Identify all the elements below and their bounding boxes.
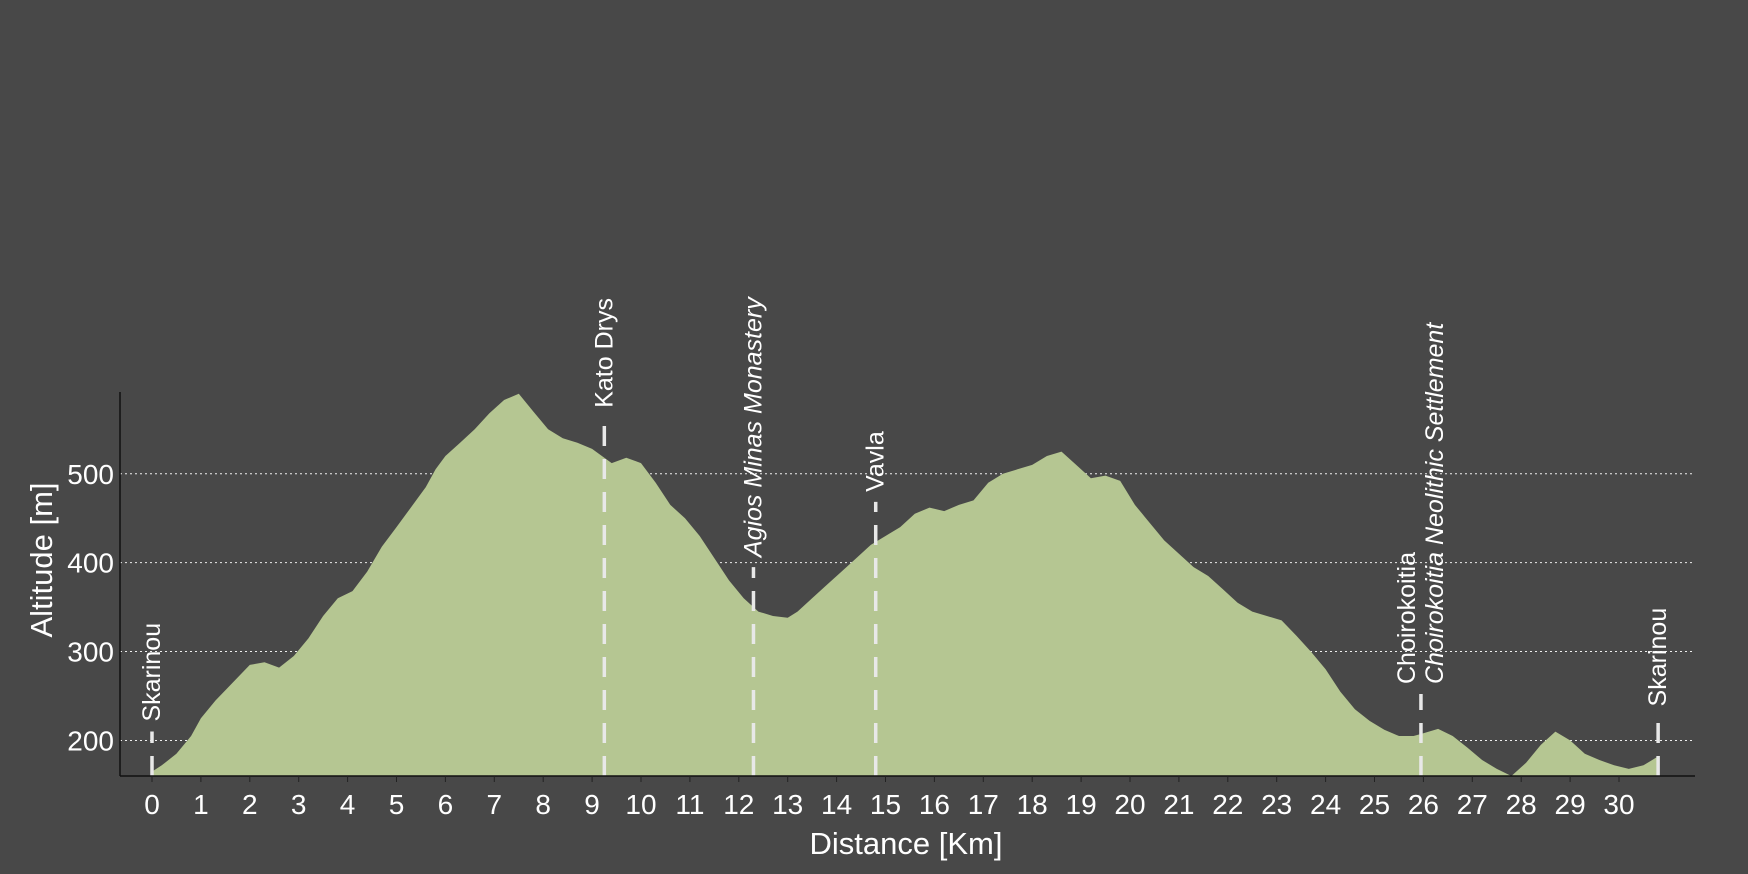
x-tick-label-13: 13 bbox=[772, 789, 803, 820]
x-tick-label-12: 12 bbox=[723, 789, 754, 820]
x-tick-label-3: 3 bbox=[291, 789, 307, 820]
x-tick-label-7: 7 bbox=[487, 789, 503, 820]
x-tick-label-20: 20 bbox=[1114, 789, 1145, 820]
x-tick-label-21: 21 bbox=[1163, 789, 1194, 820]
x-tick-label-8: 8 bbox=[535, 789, 551, 820]
x-tick-label-0: 0 bbox=[144, 789, 160, 820]
x-tick-label-2: 2 bbox=[242, 789, 258, 820]
x-tick-label-22: 22 bbox=[1212, 789, 1243, 820]
waypoint-label-0: Skarinou bbox=[138, 623, 166, 722]
x-tick-label-4: 4 bbox=[340, 789, 356, 820]
y-tick-label-200: 200 bbox=[67, 725, 114, 756]
y-tick-labels: 200 300 400 500 bbox=[67, 459, 114, 757]
y-axis-title: Altitude [m] bbox=[24, 482, 59, 637]
waypoint-label-6: Skarinou bbox=[1644, 608, 1672, 707]
y-tick-label-500: 500 bbox=[67, 459, 114, 490]
x-tick-label-1: 1 bbox=[193, 789, 209, 820]
x-tick-label-28: 28 bbox=[1506, 789, 1537, 820]
x-tick-label-19: 19 bbox=[1066, 789, 1097, 820]
waypoint-label-1: Kato Drys bbox=[590, 298, 618, 408]
x-tick-label-18: 18 bbox=[1017, 789, 1048, 820]
x-tick-label-26: 26 bbox=[1408, 789, 1439, 820]
profile-area-group bbox=[152, 393, 1659, 776]
waypoint-label-4: Choirokoitia bbox=[1393, 552, 1421, 684]
y-tick-label-400: 400 bbox=[67, 548, 114, 579]
waypoint-label-3: Vavla bbox=[862, 431, 890, 492]
x-tick-label-11: 11 bbox=[675, 789, 704, 820]
elevation-profile-area bbox=[152, 393, 1659, 776]
x-tick-label-5: 5 bbox=[389, 789, 405, 820]
x-tick-label-24: 24 bbox=[1310, 789, 1341, 820]
axes bbox=[119, 392, 1695, 777]
x-tick-labels: 0 1 2 3 4 5 6 7 8 9 10 11 12 13 14 15 16 17 18 19 20 21 22 23 24… bbox=[144, 776, 1635, 820]
x-tick-label-27: 27 bbox=[1457, 789, 1488, 820]
x-tick-label-10: 10 bbox=[625, 789, 656, 820]
x-tick-label-30: 30 bbox=[1603, 789, 1634, 820]
x-tick-label-14: 14 bbox=[821, 789, 852, 820]
x-tick-label-16: 16 bbox=[919, 789, 950, 820]
waypoint-markers: Skarinou Kato Drys Agios Minas Monastery Va… bbox=[138, 296, 1672, 776]
x-tick-label-23: 23 bbox=[1261, 789, 1292, 820]
x-axis-title: Distance [Km] bbox=[810, 826, 1003, 861]
x-tick-label-15: 15 bbox=[870, 789, 901, 820]
x-tick-label-6: 6 bbox=[438, 789, 454, 820]
x-tick-label-9: 9 bbox=[584, 789, 600, 820]
x-tick-label-29: 29 bbox=[1555, 789, 1586, 820]
waypoint-label-5: Choirokoitia Neolithic Settlement bbox=[1421, 322, 1449, 684]
y-tick-label-300: 300 bbox=[67, 637, 114, 668]
waypoint-label-2: Agios Minas Monastery bbox=[739, 296, 767, 559]
x-tick-label-17: 17 bbox=[968, 789, 999, 820]
x-tick-label-25: 25 bbox=[1359, 789, 1390, 820]
